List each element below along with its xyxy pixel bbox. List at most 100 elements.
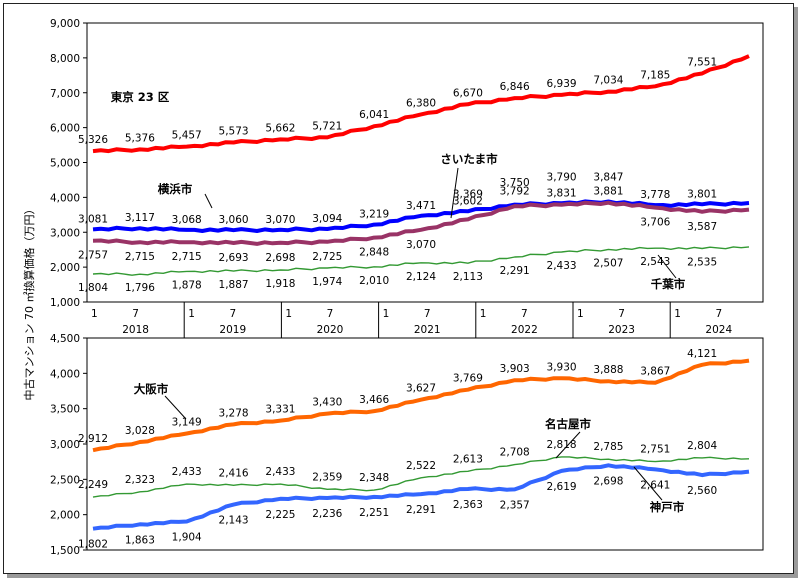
data-label: 1,863: [125, 534, 155, 546]
y-tick-label: 3,500: [50, 404, 80, 416]
data-label: 3,847: [593, 172, 623, 184]
panel-1: 1,000 2,000 3,000 4,000 5,000 6,000 7,000 8,000…: [50, 18, 764, 309]
series-2: 2,249 2,323 2,433 2,416 2,433 2,359 2,348 2,522…: [78, 417, 750, 498]
y-tick-label: 8,000: [50, 53, 80, 65]
data-label: 2,359: [312, 471, 342, 483]
data-label: 7,551: [687, 57, 717, 69]
data-label: 1,974: [312, 276, 342, 288]
data-label: 7,034: [593, 75, 623, 87]
data-label: 3,278: [219, 407, 249, 419]
y-tick-label: 7,000: [50, 88, 80, 100]
y-tick-label: 6,000: [50, 123, 80, 135]
data-label: 2,507: [593, 257, 623, 269]
data-label: 1,878: [172, 279, 202, 291]
series-3: 1,802 1,863 1,904 2,143 2,225 2,236 2,251 2,291…: [78, 463, 750, 551]
data-label: 3,471: [406, 200, 436, 212]
data-label: 3,769: [453, 373, 483, 385]
data-label: 3,149: [172, 416, 202, 428]
chart-frame: [3, 3, 794, 574]
data-label: 2,323: [125, 474, 155, 486]
month-tick-label: 1: [383, 308, 390, 320]
data-label: 3,778: [640, 189, 670, 201]
data-label: 2,357: [500, 499, 530, 511]
series-line: [92, 246, 750, 276]
data-label: 1,887: [219, 279, 249, 291]
data-label: 5,457: [172, 130, 202, 142]
data-label: 2,848: [359, 247, 389, 259]
data-label: 2,641: [640, 479, 670, 491]
data-label: 2,291: [500, 265, 530, 277]
data-label: 2,698: [593, 475, 623, 487]
data-label: 2,236: [312, 508, 342, 520]
month-tick-label: 1: [91, 308, 98, 320]
data-label: 2,804: [687, 440, 717, 452]
month-tick-label: 7: [618, 308, 625, 320]
data-label: 3,081: [78, 213, 108, 225]
data-label: 2,363: [453, 499, 483, 511]
data-label: 2,912: [78, 433, 108, 445]
data-label: 3,094: [312, 213, 342, 225]
series-line: [92, 54, 750, 154]
data-label: 2,433: [172, 466, 202, 478]
data-label: 2,785: [593, 441, 623, 453]
y-tick-label: 3,000: [50, 227, 80, 239]
data-label: 6,041: [359, 109, 389, 121]
series-name: 大阪市: [134, 382, 169, 396]
series-line: [92, 456, 750, 498]
data-label: 3,430: [312, 397, 342, 409]
data-label: 3,790: [547, 172, 577, 184]
series-1: 2,912 3,028 3,149 3,278 3,331 3,430 3,466 3,627…: [78, 348, 750, 453]
data-label: 3,070: [406, 239, 436, 251]
leader-line: [657, 254, 677, 279]
panel-2: 1,500 2,000 2,500 3,000 3,500 4,000 4,500 2,912…: [50, 333, 764, 557]
data-label: 2,124: [406, 271, 436, 283]
data-label: 2,535: [687, 256, 717, 268]
series-name: 東京 23 区: [111, 90, 170, 104]
data-label: 1,904: [172, 531, 202, 543]
data-label: 3,028: [125, 425, 155, 437]
year-label: 2020: [317, 324, 344, 336]
data-label: 2,291: [406, 504, 436, 516]
y-axis-title-group: 中古マンション 70 ㎡換算価格（万円）: [22, 204, 36, 401]
series-3: 2,757 2,715 2,715 2,693 2,698 2,725 2,848 3,070…: [78, 152, 750, 264]
data-label: 3,070: [265, 214, 295, 226]
x-axis-band: 1 7 2018 1 7 2019 1 7 2020 1 7 2021 1 7 2022 1 7 2023 1 7 20…: [87, 302, 763, 339]
month-tick-label: 1: [674, 308, 681, 320]
data-label: 3,117: [125, 212, 155, 224]
data-label: 2,249: [78, 479, 108, 491]
y-tick-label: 2,000: [50, 262, 80, 274]
data-label: 2,751: [640, 444, 670, 456]
data-label: 5,721: [312, 120, 342, 132]
month-tick-label: 1: [188, 308, 195, 320]
data-label: 2,693: [219, 252, 249, 264]
y-tick-label: 1,500: [50, 545, 80, 557]
series-line: [92, 358, 750, 453]
y-tick-label: 1,000: [50, 297, 80, 309]
data-label: 5,662: [265, 122, 295, 134]
leader-line: [204, 193, 213, 209]
data-label: 1,802: [78, 539, 108, 551]
data-label: 3,068: [172, 214, 202, 226]
series-name: 神戸市: [650, 500, 685, 514]
data-label: 3,801: [687, 188, 717, 200]
data-label: 2,433: [547, 260, 577, 272]
data-label: 2,560: [687, 485, 717, 497]
data-label: 7,185: [640, 69, 670, 81]
series-name: さいたま市: [440, 152, 498, 166]
leader-line: [164, 395, 187, 420]
data-label: 3,060: [219, 214, 249, 226]
data-label: 2,757: [78, 250, 108, 262]
leader-line: [450, 167, 459, 219]
month-tick-label: 7: [715, 308, 722, 320]
series-4: 1,804 1,796 1,878 1,887 1,918 1,974 2,010 2,124…: [78, 246, 750, 294]
data-label: 2,251: [359, 507, 389, 519]
y-tick-label: 3,000: [50, 439, 80, 451]
month-tick-label: 7: [424, 308, 431, 320]
series-name: 千葉市: [651, 277, 686, 291]
data-label: 2,010: [359, 275, 389, 287]
data-label: 2,433: [265, 466, 295, 478]
series-line: [92, 199, 750, 233]
month-tick-label: 7: [132, 308, 139, 320]
data-label: 2,543: [640, 256, 670, 268]
